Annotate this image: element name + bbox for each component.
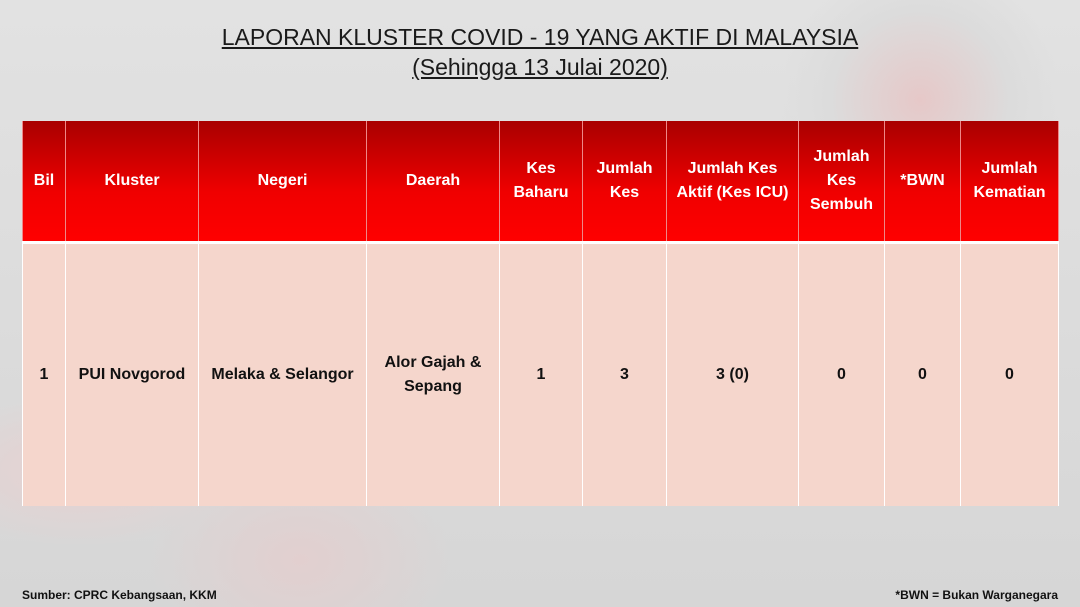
table-header-row: Bil Kluster Negeri Daerah Kes Baharu Jum… (22, 121, 1059, 244)
cell-kes-aktif: 3 (0) (666, 242, 799, 506)
header-kluster: Kluster (65, 121, 199, 244)
cell-kes-sembuh: 0 (798, 242, 885, 506)
page-title: LAPORAN KLUSTER COVID - 19 YANG AKTIF DI… (221, 24, 859, 50)
header-negeri: Negeri (198, 121, 367, 244)
cell-negeri: Melaka & Selangor (198, 242, 367, 506)
cluster-table: Bil Kluster Negeri Daerah Kes Baharu Jum… (22, 121, 1059, 506)
header-bil: Bil (22, 121, 66, 244)
bwn-note: *BWN = Bukan Warganegara (895, 588, 1058, 602)
cell-bwn: 0 (884, 242, 961, 506)
cell-daerah: Alor Gajah & Sepang (366, 242, 500, 506)
header-kematian: Jumlah Kematian (960, 121, 1059, 244)
header-jumlah-kes: Jumlah Kes (582, 121, 667, 244)
header-daerah: Daerah (366, 121, 500, 244)
header-bwn: *BWN (884, 121, 961, 244)
table-row: 1 PUI Novgorod Melaka & Selangor Alor Ga… (22, 242, 1059, 506)
cell-kluster: PUI Novgorod (65, 242, 199, 506)
cell-kes-baharu: 1 (499, 242, 583, 506)
page-subtitle: (Sehingga 13 Julai 2020) (412, 54, 668, 80)
cell-bil: 1 (22, 242, 66, 506)
header-kes-baharu: Kes Baharu (499, 121, 583, 244)
header-kes-sembuh: Jumlah Kes Sembuh (798, 121, 885, 244)
cell-jumlah-kes: 3 (582, 242, 667, 506)
source-note: Sumber: CPRC Kebangsaan, KKM (22, 588, 217, 602)
cell-kematian: 0 (960, 242, 1059, 506)
header-kes-aktif: Jumlah Kes Aktif (Kes ICU) (666, 121, 799, 244)
